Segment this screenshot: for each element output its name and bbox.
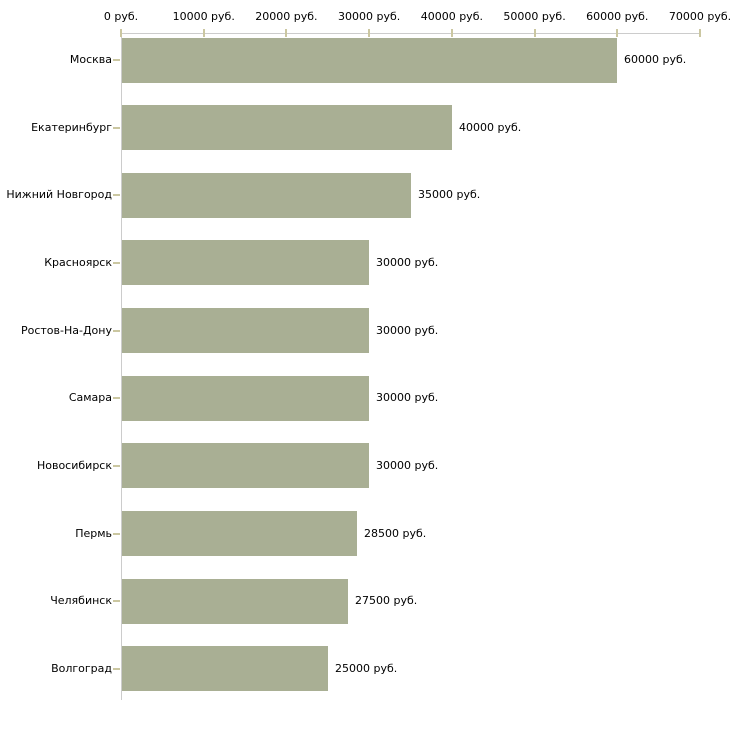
x-axis-tick-mark	[120, 29, 122, 37]
x-axis-tick-label: 30000 руб.	[338, 10, 401, 23]
value-label: 40000 руб.	[459, 120, 522, 134]
bar	[122, 105, 452, 151]
y-axis-line	[121, 33, 122, 701]
x-axis-tick-label: 20000 руб.	[255, 10, 318, 23]
category-label: Волгоград	[51, 661, 112, 675]
value-label: 25000 руб.	[335, 661, 398, 675]
x-axis-tick-label: 0 руб.	[103, 10, 139, 23]
x-axis-tick-label: 40000 руб.	[420, 10, 483, 23]
bar	[122, 443, 369, 489]
value-label: 28500 руб.	[364, 526, 427, 540]
bar	[122, 37, 617, 83]
category-tick-mark	[113, 532, 120, 535]
bar	[122, 240, 369, 286]
bar	[122, 578, 348, 624]
x-axis-tick-mark	[368, 29, 371, 37]
bar	[122, 375, 369, 421]
value-label: 30000 руб.	[376, 458, 439, 472]
bar	[122, 172, 411, 218]
category-tick-mark	[113, 329, 120, 332]
x-axis-tick-mark	[616, 29, 619, 37]
category-label: Самара	[68, 391, 112, 405]
category-label: Екатеринбург	[31, 120, 112, 134]
category-label: Нижний Новгород	[6, 188, 112, 202]
category-label: Москва	[69, 53, 112, 66]
category-tick-mark	[113, 261, 120, 264]
x-axis-tick-mark	[533, 29, 536, 37]
category-tick-mark	[113, 600, 120, 603]
bar	[122, 646, 328, 692]
x-axis-tick-mark	[285, 29, 288, 37]
category-tick-mark	[113, 59, 120, 61]
category-label: Новосибирск	[36, 458, 112, 472]
category-label: Красноярск	[44, 255, 112, 269]
value-label: 27500 руб.	[355, 594, 418, 608]
x-axis-tick-label: 10000 руб.	[172, 10, 235, 23]
x-axis-tick-label: 50000 руб.	[503, 10, 566, 23]
value-label: 30000 руб.	[376, 255, 439, 269]
x-axis-tick-mark	[202, 29, 205, 37]
x-axis-line	[121, 33, 700, 34]
x-axis-tick-mark	[450, 29, 453, 37]
category-tick-mark	[113, 464, 120, 467]
category-tick-mark	[113, 126, 120, 129]
category-tick-mark	[113, 667, 120, 670]
bar	[122, 308, 369, 354]
x-axis-tick-label: 70000 руб.	[668, 10, 730, 23]
category-label: Пермь	[75, 526, 112, 540]
bar	[122, 511, 357, 557]
value-label: 60000 руб.	[624, 53, 687, 66]
category-tick-mark	[113, 397, 120, 400]
x-axis-tick-mark	[699, 29, 701, 37]
x-axis-tick-label: 60000 руб.	[586, 10, 649, 23]
value-label: 30000 руб.	[376, 323, 439, 337]
value-label: 30000 руб.	[376, 391, 439, 405]
category-label: Ростов-На-Дону	[20, 323, 112, 337]
category-tick-mark	[113, 194, 120, 197]
value-label: 35000 руб.	[418, 188, 481, 202]
category-label: Челябинск	[50, 594, 112, 608]
